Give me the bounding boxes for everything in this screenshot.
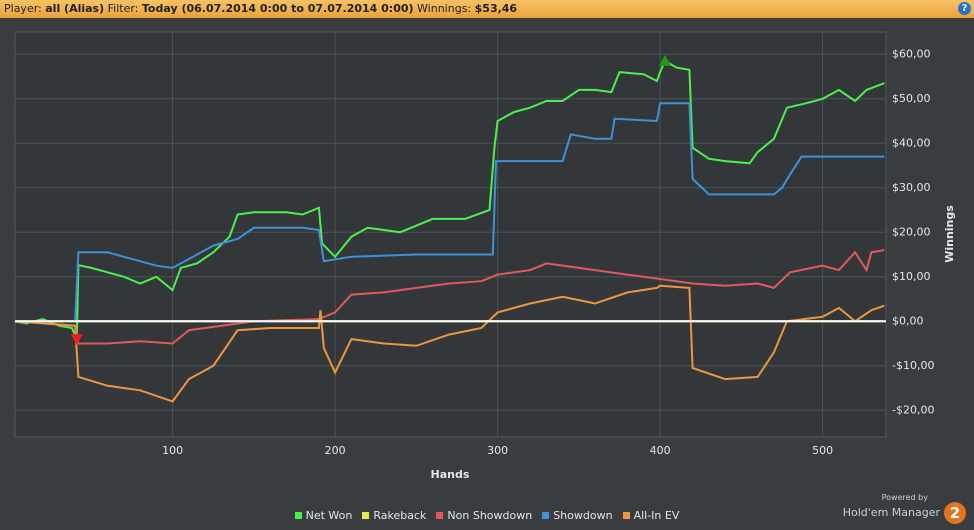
- y-tick-label: $0,00: [892, 314, 924, 327]
- legend-item[interactable]: Showdown: [542, 509, 613, 522]
- x-tick-label: 300: [487, 444, 508, 457]
- legend-label: Showdown: [553, 509, 613, 522]
- series-line: [14, 249, 885, 345]
- series-line: [15, 102, 885, 323]
- y-tick-label: $10,00: [892, 270, 931, 283]
- legend-swatch: [622, 512, 630, 519]
- x-tick-label: 500: [812, 444, 833, 457]
- legend-item[interactable]: Non Showdown: [436, 509, 532, 522]
- x-tick-label: 100: [162, 444, 183, 457]
- legend-item[interactable]: Rakeback: [362, 509, 426, 522]
- extreme-marker: [659, 54, 671, 66]
- y-tick-label: $20,00: [892, 225, 931, 238]
- legend-swatch: [294, 512, 302, 519]
- legend-item[interactable]: All-In EV: [622, 509, 680, 522]
- y-tick-label: $60,00: [892, 47, 931, 60]
- label: Winnings:: [417, 2, 472, 15]
- y-tick-label: -$10,00: [892, 359, 934, 372]
- legend: Net Won Rakeback Non Showdown Showdown All-I…: [0, 509, 974, 522]
- y-tick-label: $40,00: [892, 136, 931, 149]
- label: Filter:: [107, 2, 139, 15]
- legend-label: Non Showdown: [447, 509, 533, 522]
- help-button[interactable]: ?: [958, 2, 971, 15]
- legend-swatch: [436, 512, 444, 519]
- brand: Hold'em Manager: [842, 506, 940, 519]
- player: all (Alias): [45, 2, 105, 15]
- x-tick-label: 200: [325, 444, 346, 457]
- legend-swatch: [362, 512, 370, 519]
- legend-label: Rakeback: [373, 509, 427, 522]
- y-axis-label: Winnings: [943, 205, 956, 263]
- legend-label: Net Won: [305, 509, 353, 522]
- header: Player: all (Alias) Filter: Today (06.07…: [0, 0, 974, 18]
- y-tick-label: $30,00: [892, 181, 931, 194]
- powered-by: Powered by: [881, 493, 928, 502]
- legend-item[interactable]: Net Won: [294, 509, 353, 522]
- winnings: $53,46: [474, 2, 518, 15]
- extreme-marker: [70, 334, 83, 346]
- y-tick-label: $50,00: [892, 92, 931, 105]
- legend-label: All-In EV: [633, 509, 680, 522]
- y-tick-label: -$20,00: [892, 403, 934, 416]
- legend-swatch: [542, 512, 550, 519]
- footer: Powered by Hold'em Manager 2: [843, 493, 966, 524]
- x-tick-label: 400: [650, 444, 671, 457]
- plot-area: [14, 31, 887, 438]
- series-line: [14, 284, 885, 403]
- chart: Hands Winnings -$20,00 -$10,00 $0,00 $10,00…: [14, 31, 956, 481]
- logo: 2: [944, 502, 966, 524]
- x-axis-label: Hands: [431, 468, 470, 481]
- series-line: [14, 59, 885, 340]
- label: Player:: [4, 2, 42, 15]
- filter: Today (06.07.2014 0:00 to 07.07.2014 0:0…: [141, 2, 414, 15]
